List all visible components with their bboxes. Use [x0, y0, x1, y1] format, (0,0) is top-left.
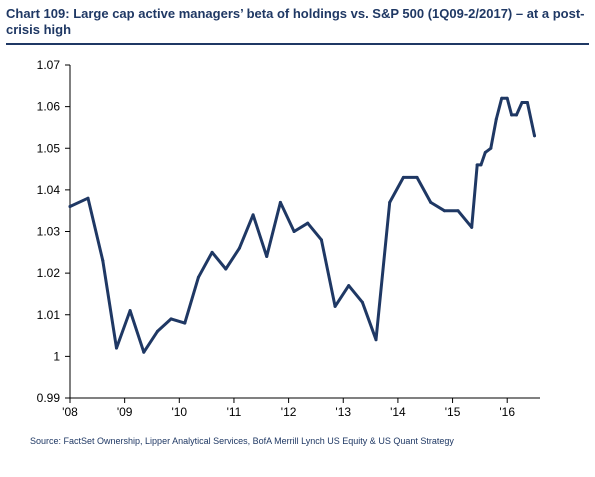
data-point	[114, 346, 118, 350]
y-tick-label: 1.06	[37, 100, 61, 114]
x-tick-label: '08	[62, 405, 78, 419]
data-point	[510, 113, 514, 117]
y-tick-label: 1.05	[37, 141, 61, 155]
y-tick-label: 0.99	[37, 391, 61, 405]
x-tick-label: '14	[390, 405, 406, 419]
data-point	[360, 300, 364, 304]
data-point	[429, 200, 433, 204]
data-point	[505, 96, 509, 100]
data-point	[292, 230, 296, 233]
x-tick-label: '11	[227, 405, 242, 419]
data-point	[520, 100, 524, 104]
data-point	[500, 96, 504, 100]
x-tick-label: '12	[281, 405, 297, 419]
data-point	[388, 200, 392, 204]
data-point	[374, 338, 378, 342]
data-point	[415, 175, 419, 179]
data-point	[155, 329, 159, 333]
data-point	[494, 117, 498, 121]
data-point	[68, 205, 72, 209]
data-point	[86, 196, 90, 200]
data-point	[483, 150, 487, 154]
title-divider	[6, 43, 589, 45]
data-point	[401, 175, 405, 179]
data-point	[183, 321, 187, 325]
data-point	[442, 209, 446, 213]
x-tick-label: '13	[335, 405, 351, 419]
series-layer	[68, 96, 537, 354]
x-tick-label: '10	[171, 405, 187, 419]
data-point	[347, 284, 351, 288]
data-point	[224, 267, 228, 271]
data-point	[278, 200, 282, 204]
source-note: Source: FactSet Ownership, Lipper Analyt…	[30, 436, 454, 446]
data-point	[237, 246, 241, 250]
y-tick-label: 1.04	[37, 183, 61, 197]
data-point	[265, 254, 269, 258]
data-point	[533, 134, 537, 138]
data-point	[306, 221, 310, 225]
data-point	[489, 146, 493, 150]
data-point	[142, 350, 146, 354]
data-point	[515, 113, 518, 117]
axes	[69, 65, 540, 399]
data-point	[525, 100, 529, 104]
data-point	[251, 213, 255, 217]
data-point	[470, 225, 474, 229]
y-axis-ticks: 1.07 1.06 1.05 1.04 1.03 1.02 1.01 1 0.99	[37, 58, 70, 405]
x-axis-ticks: '08 '09 '10 '11 '12 '13 '14 '15 '16	[62, 398, 515, 419]
x-tick-label: '09	[117, 405, 133, 419]
series-line	[68, 96, 536, 354]
data-point	[319, 238, 323, 242]
line-chart: 1.07 1.06 1.05 1.04 1.03 1.02 1.01 1 0.99 '08 '09…	[37, 58, 540, 419]
data-point	[169, 317, 173, 321]
y-tick-label: 1.02	[37, 266, 61, 280]
data-point	[333, 304, 337, 308]
data-point	[128, 309, 132, 313]
y-tick-label: 1.03	[37, 225, 61, 239]
data-point	[479, 163, 483, 167]
y-tick-label: 1	[53, 349, 60, 363]
chart-title: Chart 109: Large cap active managers’ be…	[6, 6, 585, 37]
data-point	[475, 163, 479, 167]
data-point	[456, 209, 460, 213]
x-tick-label: '15	[445, 405, 461, 419]
data-point	[210, 250, 214, 254]
data-point	[196, 275, 200, 279]
x-tick-label: '16	[499, 405, 515, 419]
y-tick-label: 1.01	[37, 308, 61, 322]
y-tick-label: 1.07	[37, 58, 61, 72]
data-point	[101, 259, 105, 263]
